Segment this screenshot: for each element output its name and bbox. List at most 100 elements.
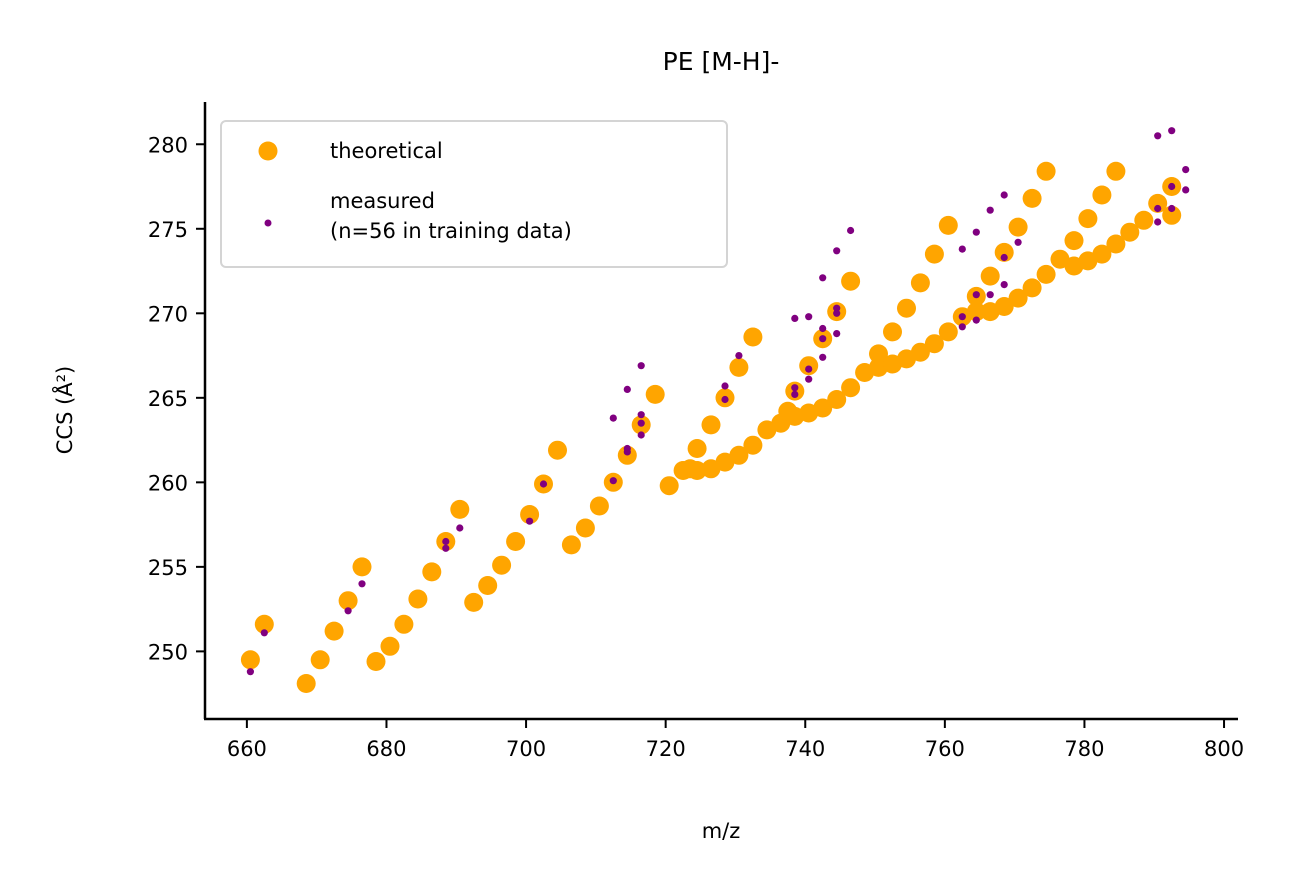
theoretical-point (408, 589, 428, 609)
measured-point (1154, 204, 1162, 213)
theoretical-point (938, 215, 958, 235)
theoretical-point (589, 496, 609, 516)
legend: theoretical measured (n=56 in training da… (220, 120, 728, 268)
legend-marker-theoretical (258, 141, 278, 161)
x-tick-label: 680 (366, 737, 406, 761)
theoretical-point (743, 327, 763, 347)
measured-point (847, 226, 855, 235)
theoretical-point (827, 390, 847, 409)
x-tick-label: 780 (1064, 737, 1104, 761)
theoretical-point (994, 297, 1014, 316)
theoretical-point (924, 334, 944, 354)
measured-point (1154, 132, 1162, 140)
legend-label-measured: measured (n=56 in training data) (330, 189, 572, 243)
theoretical-point (352, 557, 372, 577)
theoretical-point (659, 476, 679, 496)
measured-point (819, 274, 827, 282)
measured-point (791, 384, 799, 392)
measured-point (344, 607, 352, 615)
theoretical-point (687, 461, 707, 480)
theoretical-point (1106, 161, 1126, 181)
y-ticks: 250 255 260 265 270 275 280 (148, 133, 205, 664)
measured-point (986, 206, 994, 214)
measured-point (986, 291, 994, 299)
theoretical-point (310, 650, 330, 670)
theoretical-point (240, 650, 260, 670)
theoretical-point (1092, 244, 1112, 264)
measured-point (791, 314, 799, 322)
measured-point (1168, 182, 1176, 191)
theoretical-point (478, 576, 498, 595)
theoretical-point (883, 322, 902, 342)
measured-point (721, 382, 729, 390)
measured-point (637, 431, 645, 439)
legend-marker-measured (264, 219, 272, 227)
theoretical-point (701, 415, 721, 435)
measured-point (833, 330, 841, 338)
measured-point (456, 524, 464, 532)
y-tick-label: 270 (148, 302, 188, 326)
theoretical-point (813, 398, 833, 418)
theoretical-point (1064, 231, 1084, 251)
theoretical-point (1134, 210, 1154, 230)
measured-point (623, 444, 631, 453)
theoretical-point (869, 344, 888, 364)
measured-point (735, 352, 743, 360)
y-tick-label: 250 (148, 640, 188, 664)
measured-point (442, 544, 450, 552)
theoretical-point (1120, 222, 1140, 242)
theoretical-point (924, 244, 944, 264)
measured-point (1014, 238, 1022, 246)
measured-point (819, 324, 827, 333)
measured-point (972, 291, 980, 299)
theoretical-point (1008, 288, 1028, 308)
legend-label-line: measured (330, 189, 435, 213)
y-tick-label: 255 (148, 556, 188, 580)
measured-point (721, 395, 729, 404)
theoretical-point (380, 636, 400, 656)
theoretical-point (492, 555, 512, 575)
measured-point (833, 309, 841, 317)
x-axis-title: m/z (702, 819, 741, 843)
theoretical-point (910, 342, 930, 362)
theoretical-point (897, 298, 916, 318)
theoretical-point (1092, 185, 1112, 205)
measured-point (260, 629, 268, 637)
measured-point (1000, 191, 1008, 199)
theoretical-point (575, 518, 595, 538)
measured-point (246, 668, 254, 676)
theoretical-point (980, 266, 1000, 286)
measured-point (358, 580, 366, 588)
y-axis-title: CCS (Å²) (51, 366, 77, 455)
y-tick-label: 260 (148, 471, 188, 495)
x-tick-label: 740 (785, 737, 825, 761)
theoretical-point (464, 592, 484, 612)
theoretical-point (561, 535, 581, 555)
measured-point (526, 517, 534, 525)
theoretical-point (394, 614, 414, 634)
theoretical-point (743, 435, 763, 455)
theoretical-point (994, 242, 1014, 262)
theoretical-point (841, 378, 861, 398)
theoretical-point (729, 357, 749, 377)
x-tick-label: 800 (1204, 737, 1244, 761)
theoretical-point (729, 445, 749, 465)
x-tick-label: 760 (925, 737, 965, 761)
axes (203, 102, 1238, 721)
measured-point (819, 353, 827, 361)
legend-frame (220, 120, 728, 268)
theoretical-point (966, 302, 986, 322)
legend-label-line: (n=56 in training data) (330, 219, 572, 243)
legend-label-theoretical: theoretical (330, 139, 443, 163)
measured-point (791, 390, 799, 398)
theoretical-point (296, 674, 316, 693)
measured-point (609, 477, 617, 485)
theoretical-point (938, 322, 958, 342)
measured-point (539, 480, 548, 488)
y-tick-label: 275 (148, 218, 188, 242)
measured-point (623, 385, 631, 393)
x-tick-label: 720 (646, 737, 686, 761)
theoretical-point (338, 591, 358, 611)
measured-point (442, 537, 450, 546)
measured-point (819, 335, 827, 343)
